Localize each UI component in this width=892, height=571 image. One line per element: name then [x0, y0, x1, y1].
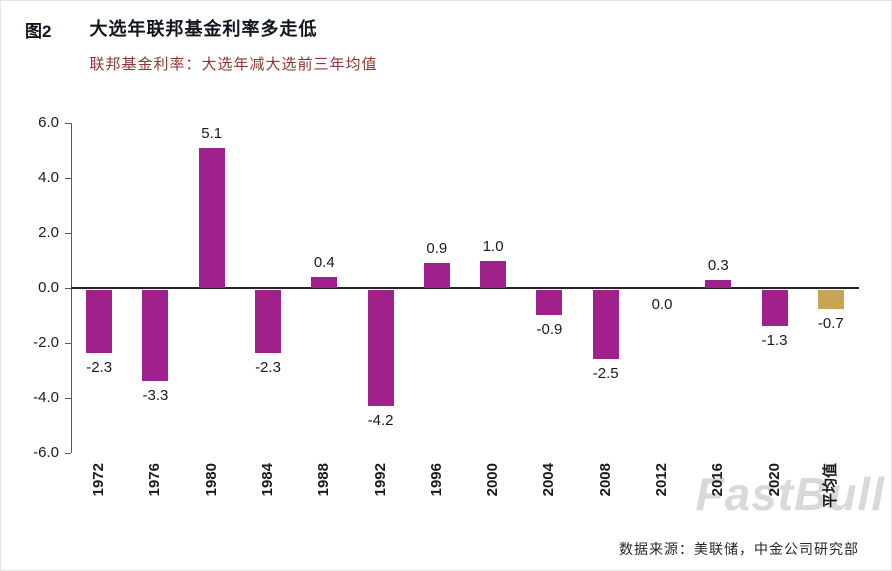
bar-1996: [423, 263, 450, 288]
bar-1992: [367, 290, 394, 406]
y-tick-mark: [65, 453, 71, 454]
y-tick-mark: [65, 288, 71, 289]
value-label-平均值: -0.7: [817, 315, 844, 333]
source-note: 数据来源：美联储，中金公司研究部: [619, 541, 859, 557]
bar-1988: [311, 277, 338, 288]
value-label-2000: 1.0: [482, 237, 504, 255]
y-tick-mark: [65, 343, 71, 344]
y-tick-label: 0.0: [38, 279, 59, 296]
y-tick-mark: [65, 178, 71, 179]
value-label-2012: 0.0: [651, 296, 673, 313]
y-tick-mark: [65, 398, 71, 399]
y-tick-mark: [65, 233, 71, 234]
bar-2004: [536, 290, 563, 315]
bar-平均值: [817, 290, 844, 310]
x-axis-label-2008: 2008: [596, 463, 614, 497]
value-label-1992: -4.2: [367, 411, 394, 429]
bar-2020: [761, 290, 788, 326]
x-axis-label-2016: 2016: [709, 463, 727, 497]
chart-title: 大选年联邦基金利率多走低: [89, 19, 318, 39]
bar-1984: [255, 290, 281, 354]
y-tick-label: 2.0: [38, 224, 59, 241]
bar-1972: [86, 290, 113, 354]
chart-subtitle: 联邦基金利率：大选年减大选前三年均值: [89, 56, 378, 73]
y-tick-label: -4.0: [33, 389, 59, 406]
y-tick-label: 4.0: [38, 169, 59, 186]
x-axis-label-1976: 1976: [146, 463, 164, 497]
x-axis-label-2020: 2020: [765, 463, 783, 497]
bar-2016: [705, 279, 732, 288]
y-tick-label: -6.0: [33, 444, 59, 461]
x-axis-label-2004: 2004: [540, 463, 558, 497]
value-label-2020: -1.3: [761, 331, 788, 349]
value-label-1984: -2.3: [255, 359, 281, 377]
x-axis-label-平均值: 平均值: [821, 463, 839, 509]
x-axis-label-1992: 1992: [371, 463, 389, 497]
value-label-2016: 0.3: [707, 256, 729, 274]
figure-header: 图2 大选年联邦基金利率多走低 联邦基金利率：大选年减大选前三年均值: [25, 15, 377, 74]
x-axis-label-2012: 2012: [653, 463, 670, 497]
x-axis-label-2000: 2000: [484, 463, 502, 497]
x-axis-label-1980: 1980: [202, 463, 220, 497]
bar-1980: [198, 147, 225, 288]
y-tick-label: -2.0: [33, 334, 59, 351]
value-label-1976: -3.3: [142, 386, 169, 404]
value-label-1996: 0.9: [426, 240, 448, 258]
value-label-1972: -2.3: [86, 359, 113, 377]
x-axis-label-1972: 1972: [90, 463, 108, 497]
x-axis-label-1996: 1996: [427, 463, 445, 497]
value-label-2008: -2.5: [592, 364, 619, 382]
value-label-1988: 0.4: [313, 254, 335, 271]
y-tick-mark: [65, 123, 71, 124]
x-axis-label-1984: 1984: [259, 463, 276, 497]
bar-2000: [480, 260, 507, 288]
figure-label: 图2: [25, 22, 52, 41]
title-block: 大选年联邦基金利率多走低 联邦基金利率：大选年减大选前三年均值: [89, 15, 377, 74]
value-label-2004: -0.9: [536, 320, 563, 338]
bar-2008: [592, 290, 619, 359]
bar-1976: [142, 290, 169, 381]
x-axis-label-1988: 1988: [315, 463, 333, 497]
value-label-1980: 5.1: [201, 124, 223, 142]
zero-axis-line: [71, 287, 859, 289]
y-tick-label: 6.0: [38, 114, 59, 131]
